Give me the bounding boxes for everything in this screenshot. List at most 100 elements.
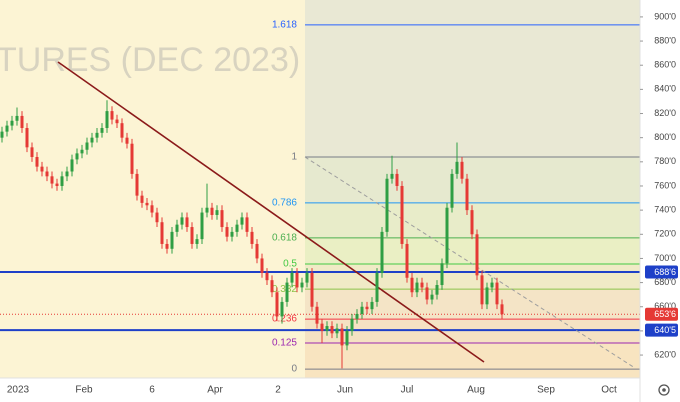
candle-body — [475, 234, 479, 276]
candle-body — [405, 243, 409, 278]
candle-body — [55, 183, 59, 186]
candle-body — [420, 282, 424, 288]
fib-label: 0.786 — [272, 198, 297, 209]
candle-body — [180, 217, 184, 225]
settings-icon[interactable] — [658, 384, 670, 396]
candle-body — [170, 231, 174, 249]
y-tick-label: 620'0 — [654, 349, 676, 359]
y-tick-label: 840'0 — [654, 84, 676, 94]
candle-body — [425, 287, 429, 300]
time-axis — [0, 378, 640, 402]
candle-body — [130, 143, 134, 174]
candle-body — [95, 132, 99, 138]
candle-body — [10, 120, 14, 126]
y-tick-label: 800'0 — [654, 132, 676, 142]
candle-body — [465, 178, 469, 211]
candle-body — [40, 166, 44, 172]
candle-body — [115, 119, 119, 124]
x-tick-label: Apr — [207, 385, 223, 396]
candle-body — [240, 217, 244, 225]
candle-body — [140, 195, 144, 203]
candle-body — [285, 282, 289, 302]
candle-body — [340, 328, 344, 346]
candle-body — [485, 287, 489, 305]
candle-body — [225, 227, 229, 237]
candle-body — [110, 111, 114, 120]
fib-label: 0 — [291, 364, 297, 375]
price-tag-label: 688'6 — [654, 267, 676, 277]
candle-body — [395, 173, 399, 186]
candle-body — [470, 210, 474, 235]
settings-gear[interactable] — [658, 384, 670, 396]
candle-body — [50, 176, 54, 184]
candle-body — [0, 131, 4, 138]
candle-body — [215, 210, 219, 215]
candle-body — [315, 306, 319, 324]
candle-body — [370, 301, 374, 310]
candle-body — [80, 149, 84, 154]
settings-gear-center[interactable] — [662, 388, 666, 392]
candle-body — [310, 272, 314, 307]
candle-body — [125, 137, 129, 144]
candle-body — [120, 123, 124, 138]
candle-body — [255, 243, 259, 259]
candle-body — [445, 207, 449, 264]
x-tick-label: Feb — [75, 385, 93, 396]
candle-body — [330, 326, 334, 334]
candle-body — [295, 272, 299, 288]
price-tag — [645, 265, 678, 279]
candle-body — [435, 285, 439, 295]
fib-diagonal — [304, 156, 636, 369]
fib-band — [305, 342, 640, 378]
fib-band — [305, 263, 640, 290]
candle-body — [495, 282, 499, 305]
candle-body — [245, 217, 249, 232]
y-tick-label: 700'0 — [654, 253, 676, 263]
candle-body — [365, 306, 369, 310]
fib-label: 0.236 — [272, 314, 297, 325]
candle-body — [175, 224, 179, 232]
candle-body — [390, 173, 394, 179]
y-tick-label: 760'0 — [654, 180, 676, 190]
candle-body — [385, 178, 389, 232]
candle-body — [135, 173, 139, 196]
candle-body — [260, 258, 264, 273]
x-tick-label: 2023 — [7, 385, 30, 396]
candle-body — [280, 301, 284, 317]
y-tick-label: 780'0 — [654, 156, 676, 166]
x-tick-label: Jul — [401, 385, 414, 396]
fib-label: 0.618 — [272, 233, 297, 244]
candle-body — [345, 330, 349, 346]
y-tick-label: 740'0 — [654, 205, 676, 215]
price-tag-label: 640'5 — [654, 325, 676, 335]
candle-body — [235, 224, 239, 232]
candle-body — [20, 115, 24, 129]
candle-body — [185, 217, 189, 228]
candle-body — [275, 292, 279, 317]
candle-body — [480, 275, 484, 305]
fib-label: 1 — [291, 152, 297, 163]
candle-body — [75, 153, 79, 160]
candle-body — [355, 313, 359, 319]
fib-label: 1.618 — [272, 20, 297, 31]
candle-body — [160, 222, 164, 244]
fib-band — [305, 0, 640, 25]
trend-line — [57, 61, 485, 363]
candle-body — [230, 231, 234, 237]
y-tick-label: 820'0 — [654, 108, 676, 118]
candle-body — [450, 173, 454, 208]
candle-body — [5, 125, 9, 132]
candle-body — [460, 161, 464, 179]
x-tick-label: 6 — [149, 385, 155, 396]
candle-body — [400, 185, 404, 244]
price-tag-label: 653'6 — [654, 309, 676, 319]
candle-body — [70, 159, 74, 172]
candle-body — [45, 171, 49, 177]
candle-body — [35, 156, 39, 167]
candle-body — [455, 161, 459, 174]
x-tick-label: 2 — [275, 385, 281, 396]
candle-body — [415, 282, 419, 293]
y-tick-label: 720'0 — [654, 229, 676, 239]
x-tick-label: Sep — [537, 385, 555, 396]
